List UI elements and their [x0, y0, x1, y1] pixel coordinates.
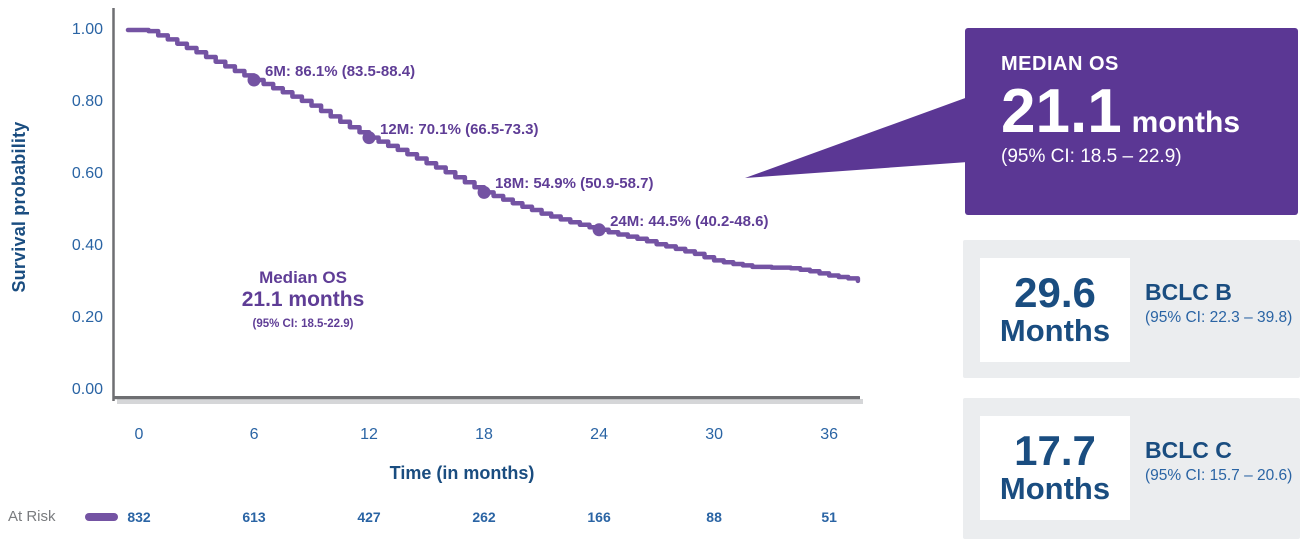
km-annotation: 12M: 70.1% (66.5-73.3) — [380, 120, 539, 138]
bclc-c-side-text: BCLC C (95% CI: 15.7 – 20.6) — [1145, 436, 1292, 486]
bclc-c-value-box: 17.7 Months — [980, 416, 1130, 520]
marker-dot — [477, 185, 491, 199]
at-risk-count: 166 — [587, 509, 611, 525]
km-plot-svg — [112, 8, 863, 404]
at-risk-label: At Risk — [8, 508, 56, 525]
bclc-b-unit: Months — [999, 313, 1111, 348]
x-tick-label: 6 — [249, 426, 259, 443]
y-tick-label: 1.00 — [71, 21, 103, 38]
y-tick-label: 0.60 — [71, 165, 103, 182]
bclc-b-card: 29.6 Months BCLC B (95% CI: 22.3 – 39.8) — [963, 240, 1300, 378]
x-tick-label: 0 — [134, 426, 144, 443]
median-os-callout: MEDIAN OS 21.1 months (95% CI: 18.5 – 22… — [965, 28, 1298, 215]
median-os-inplot-ci: (95% CI: 18.5-22.9) — [252, 318, 354, 330]
median-os-callout-ci: (95% CI: 18.5 – 22.9) — [1001, 146, 1182, 167]
x-tick-label: 36 — [820, 426, 838, 443]
km-annotation: 24M: 44.5% (40.2-48.6) — [610, 212, 769, 230]
x-axis-title: Time (in months) — [389, 463, 535, 483]
bclc-b-side-text: BCLC B (95% CI: 22.3 – 39.8) — [1145, 278, 1292, 328]
at-risk-series-swatch — [85, 513, 118, 521]
y-tick-label: 0.40 — [71, 237, 103, 254]
y-tick-label: 0.00 — [71, 381, 103, 398]
median-os-callout-value-row: 21.1 months — [1001, 78, 1298, 146]
bclc-c-label: BCLC C — [1145, 437, 1232, 463]
km-curve — [125, 27, 861, 284]
bclc-b-value-box: 29.6 Months — [980, 258, 1130, 362]
bclc-c-ci: (95% CI: 15.7 – 20.6) — [1145, 467, 1293, 484]
median-os-callout-unit: months — [1131, 106, 1240, 139]
x-tick-label: 12 — [360, 426, 378, 443]
km-curve-layer — [125, 27, 861, 284]
median-os-inplot-title: Median OS — [259, 268, 347, 287]
x-tick-label: 18 — [475, 426, 493, 443]
median-os-callout-value: 21.1 — [1001, 77, 1122, 146]
y-axis-title: Survival probability — [9, 121, 29, 293]
x-axis-shadow — [117, 399, 863, 404]
at-risk-count: 613 — [242, 509, 266, 525]
at-risk-count: 88 — [706, 509, 722, 525]
bclc-b-label: BCLC B — [1145, 279, 1232, 305]
median-os-inplot-label: Median OS 21.1 months (95% CI: 18.5-22.9… — [188, 268, 418, 332]
y-tick-label: 0.80 — [71, 93, 103, 110]
y-tick-label: 0.20 — [71, 309, 103, 326]
at-risk-count: 427 — [357, 509, 381, 525]
bclc-b-ci: (95% CI: 22.3 – 39.8) — [1145, 309, 1293, 326]
km-annotation: 18M: 54.9% (50.9-58.7) — [495, 175, 654, 193]
x-tick-label: 30 — [705, 426, 723, 443]
bclc-c-card: 17.7 Months BCLC C (95% CI: 15.7 – 20.6) — [963, 398, 1300, 539]
median-os-callout-title: MEDIAN OS — [1001, 53, 1119, 75]
marker-dot — [247, 73, 261, 87]
bclc-b-value: 29.6 — [1014, 269, 1096, 316]
bclc-c-unit: Months — [999, 471, 1111, 506]
km-annotation: 6M: 86.1% (83.5-88.4) — [265, 63, 416, 81]
x-tick-label: 24 — [590, 426, 608, 443]
bclc-c-value: 17.7 — [1014, 427, 1096, 474]
at-risk-count: 832 — [127, 509, 151, 525]
at-risk-count: 51 — [821, 509, 837, 525]
x-axis-line — [113, 396, 860, 400]
median-os-inplot-value: 21.1 months — [241, 288, 365, 311]
marker-dot — [592, 223, 606, 237]
at-risk-count: 262 — [472, 509, 496, 525]
marker-dot — [362, 131, 376, 145]
